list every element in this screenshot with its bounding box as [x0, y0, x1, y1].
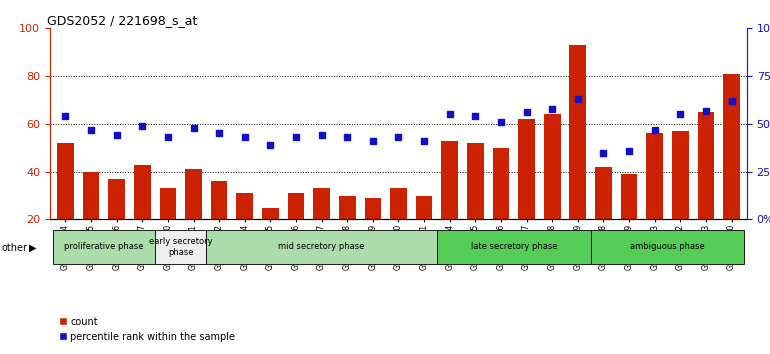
Text: early secretory
phase: early secretory phase [149, 237, 213, 257]
Bar [390, 188, 407, 267]
Bar [262, 207, 279, 267]
Bar [57, 143, 74, 267]
Point [598, 150, 610, 155]
Point [162, 135, 174, 140]
Point [59, 113, 72, 119]
Bar [595, 167, 611, 267]
Bar [134, 165, 151, 267]
Legend: count, percentile rank within the sample: count, percentile rank within the sample [55, 313, 239, 346]
Point [111, 132, 123, 138]
Point [469, 113, 481, 119]
Point [392, 135, 405, 140]
Point [571, 96, 584, 102]
Bar [155, 230, 206, 264]
Point [648, 127, 661, 132]
Text: ▶: ▶ [29, 243, 37, 253]
Bar [416, 195, 433, 267]
Point [367, 138, 379, 144]
Text: late secretory phase: late secretory phase [470, 242, 557, 251]
Bar [518, 119, 535, 267]
Bar [109, 179, 125, 267]
Text: other: other [2, 243, 28, 253]
Bar [236, 193, 253, 267]
Bar [437, 230, 591, 264]
Bar [313, 188, 330, 267]
Bar [467, 143, 484, 267]
Point [316, 132, 328, 138]
Bar [211, 181, 227, 267]
Point [136, 123, 149, 129]
Point [725, 98, 738, 104]
Bar [441, 141, 458, 267]
Bar [621, 174, 638, 267]
Point [239, 135, 251, 140]
Bar [698, 112, 715, 267]
Bar [206, 230, 437, 264]
Bar [52, 230, 155, 264]
Point [290, 135, 302, 140]
Bar [570, 45, 586, 267]
Bar [82, 172, 99, 267]
Point [521, 110, 533, 115]
Bar [544, 114, 561, 267]
Bar [723, 74, 740, 267]
Bar [339, 195, 356, 267]
Point [418, 138, 430, 144]
Text: proliferative phase: proliferative phase [64, 242, 143, 251]
Text: mid secretory phase: mid secretory phase [279, 242, 365, 251]
Text: GDS2052 / 221698_s_at: GDS2052 / 221698_s_at [46, 14, 197, 27]
Bar [591, 230, 745, 264]
Point [264, 142, 276, 148]
Bar [159, 188, 176, 267]
Point [700, 108, 712, 113]
Bar [646, 133, 663, 267]
Point [213, 131, 226, 136]
Point [444, 112, 456, 117]
Text: ambiguous phase: ambiguous phase [630, 242, 705, 251]
Point [495, 119, 507, 125]
Point [546, 106, 558, 112]
Bar [493, 148, 509, 267]
Bar [364, 198, 381, 267]
Point [341, 135, 353, 140]
Point [623, 148, 635, 154]
Point [85, 127, 97, 132]
Bar [288, 193, 304, 267]
Bar [186, 169, 202, 267]
Bar [672, 131, 688, 267]
Point [187, 125, 199, 131]
Point [674, 112, 686, 117]
